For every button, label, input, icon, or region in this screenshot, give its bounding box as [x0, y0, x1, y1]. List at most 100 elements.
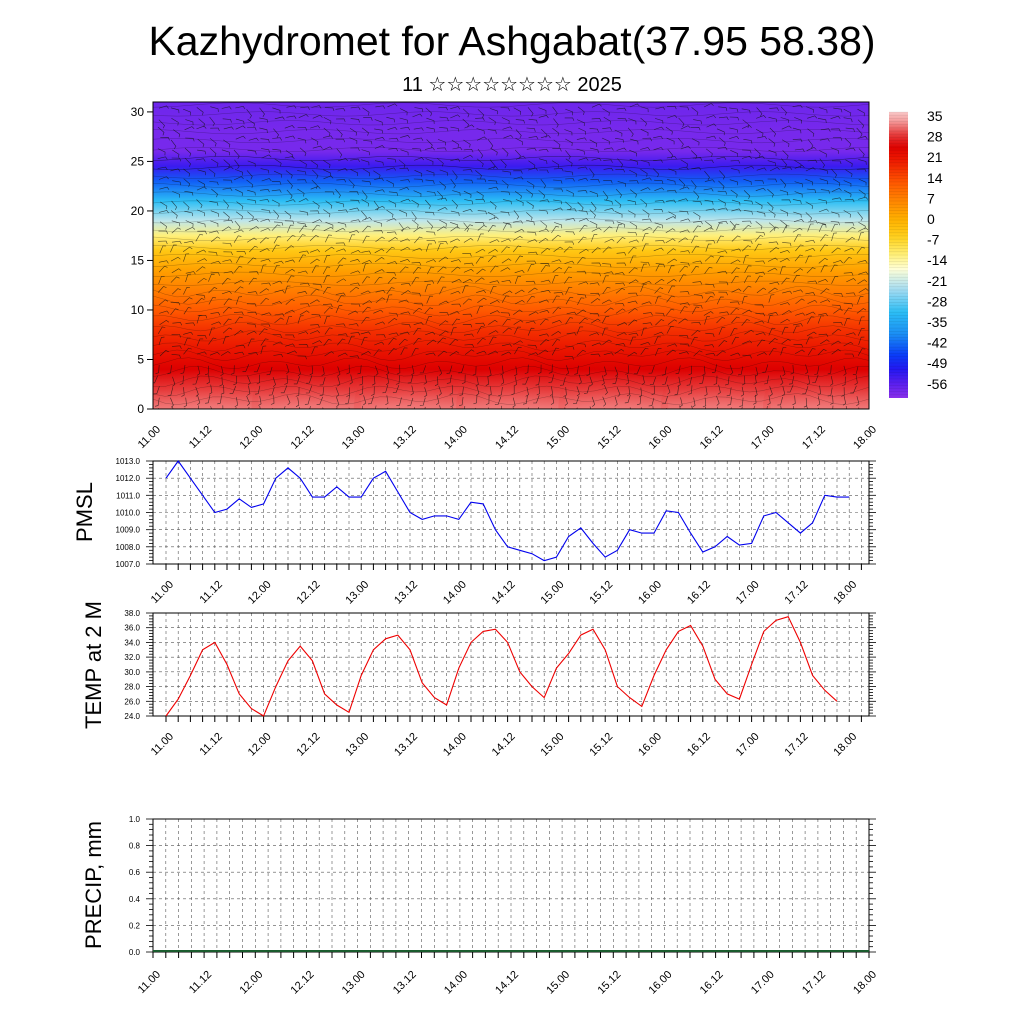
x-tick-label: 15.12	[587, 731, 615, 759]
x-tick-label: 14.00	[442, 424, 470, 452]
x-tick-label: 15.00	[544, 969, 572, 997]
isotherm-contour	[153, 102, 869, 108]
colorbar-label: -14	[927, 252, 947, 268]
y-tick-label: 28.0	[124, 683, 140, 692]
isotherm-contour	[153, 304, 869, 317]
precipitation-axis-label: PRECIP, mm	[81, 821, 106, 949]
isotherm-contour	[153, 236, 869, 242]
x-tick-label: 11.12	[187, 424, 214, 451]
isotherm-contour	[153, 330, 869, 342]
wind-barbs	[153, 103, 869, 409]
colorbar-label: -35	[927, 314, 947, 330]
x-tick-label: 12.12	[289, 969, 317, 997]
colorbar-label: -7	[927, 232, 940, 248]
y-tick-label: 0.8	[129, 842, 141, 851]
isotherm-contour	[153, 182, 869, 188]
x-tick-label: 14.12	[493, 424, 521, 452]
isotherm-contour	[153, 129, 869, 135]
isotherm-contour	[153, 357, 869, 369]
temperature-panel: 24.0 26.0 28.0 30.0 32.0 34.0 36.0 38.0 11.00 11…	[81, 601, 876, 759]
temperature-axis-label: TEMP at 2 M	[81, 601, 106, 729]
y-tick-label: 0.0	[129, 948, 141, 957]
y-tick-label: 32.0	[124, 653, 140, 662]
x-tick-label: 12.00	[237, 969, 265, 997]
x-tick-label: 17.12	[800, 969, 828, 997]
cross-section-panel: 0 5 10 15 20 25 30 11.00 11.12 12.00 12.12 13.00 13…	[131, 101, 879, 452]
isotherm-contour	[153, 209, 869, 215]
x-tick-label: 12.00	[246, 731, 274, 759]
x-tick-label: 18.00	[851, 424, 879, 452]
precipitation-panel: 0.0 0.2 0.4 0.6 0.8 1.0 11.00 11.12 12.00 12.12 1…	[81, 815, 879, 997]
x-tick-label: 17.00	[749, 424, 777, 452]
x-tick-label: 17.12	[783, 579, 811, 607]
x-tick-label: 17.00	[734, 731, 762, 759]
colorbar-label: -56	[927, 376, 947, 392]
colorbar-label: 35	[927, 108, 943, 124]
x-tick-label: 13.12	[391, 424, 419, 452]
warm-surface-blob	[660, 349, 771, 409]
warm-surface-blob	[153, 349, 260, 409]
y-tick-label: 0.4	[129, 895, 141, 904]
x-tick-label: 16.00	[647, 424, 675, 452]
x-tick-label: 15.12	[595, 424, 623, 452]
x-tick-label: 11.12	[198, 731, 225, 758]
y-tick-label: 34.0	[124, 638, 140, 647]
isotherm-contour	[153, 340, 869, 352]
x-tick-label: 14.12	[490, 731, 518, 759]
y-tick-label: 36.0	[124, 624, 140, 633]
isotherm-contour	[153, 385, 869, 397]
page-subtitle: 11 ☆☆☆☆☆☆☆☆ 2025	[402, 74, 622, 96]
y-tick-label: 30	[131, 105, 145, 119]
x-tick-label: 15.00	[539, 731, 567, 759]
y-tick-label: 1010.0	[116, 509, 141, 518]
isotherm-contour	[153, 294, 869, 307]
isotherm-contour	[153, 120, 869, 126]
isotherm-contour	[153, 254, 869, 259]
isotherm-contour	[153, 280, 869, 286]
isotherm-contour	[153, 218, 869, 224]
temperature-frame	[152, 612, 870, 717]
isotherm-contour	[153, 286, 869, 298]
isotherm-contour	[153, 393, 869, 405]
colorbar-label: -49	[927, 355, 947, 371]
isotherm-contour	[153, 366, 869, 377]
isotherm-contour	[153, 271, 869, 277]
x-tick-label: 18.00	[831, 731, 859, 759]
x-tick-label: 16.12	[685, 731, 713, 759]
x-tick-label: 14.00	[442, 969, 470, 997]
x-tick-label: 11.00	[136, 424, 163, 451]
y-tick-label: 1009.0	[116, 526, 141, 535]
y-tick-label: 5	[137, 352, 144, 366]
y-tick-label: 0.6	[129, 868, 141, 877]
x-tick-label: 17.12	[783, 731, 811, 759]
x-tick-label: 16.00	[636, 579, 664, 607]
isotherm-contour	[153, 321, 869, 333]
x-tick-label: 12.00	[237, 424, 265, 452]
isotherm-contour	[153, 156, 869, 161]
y-tick-label: 15	[131, 253, 145, 267]
y-tick-label: 1013.0	[116, 457, 141, 466]
y-tick-label: 1012.0	[116, 474, 141, 483]
y-tick-label: 26.0	[124, 697, 140, 706]
colorbar-label: -28	[927, 293, 947, 309]
colorbar-label: 7	[927, 190, 935, 206]
page-title: Kazhydromet for Ashgabat(37.95 58.38)	[148, 18, 876, 64]
x-tick-label: 13.00	[343, 731, 371, 759]
x-tick-label: 11.12	[198, 579, 225, 606]
pmsl-series-line	[165, 460, 850, 562]
x-tick-label: 13.00	[340, 424, 368, 452]
x-tick-label: 12.12	[295, 731, 323, 759]
x-tick-label: 16.00	[636, 731, 664, 759]
colorbar-label: 0	[927, 211, 935, 227]
colorbar-scale	[889, 112, 908, 398]
x-tick-label: 16.12	[685, 579, 713, 607]
y-tick-label: 1.0	[129, 815, 141, 824]
colorbar-label: 28	[927, 129, 943, 145]
y-tick-label: 24.0	[124, 712, 140, 721]
isotherm-contour	[153, 349, 869, 361]
isotherm-contour	[153, 164, 869, 170]
y-tick-label: 1011.0	[116, 491, 140, 500]
pmsl-frame	[152, 460, 870, 565]
x-tick-label: 16.12	[698, 969, 726, 997]
